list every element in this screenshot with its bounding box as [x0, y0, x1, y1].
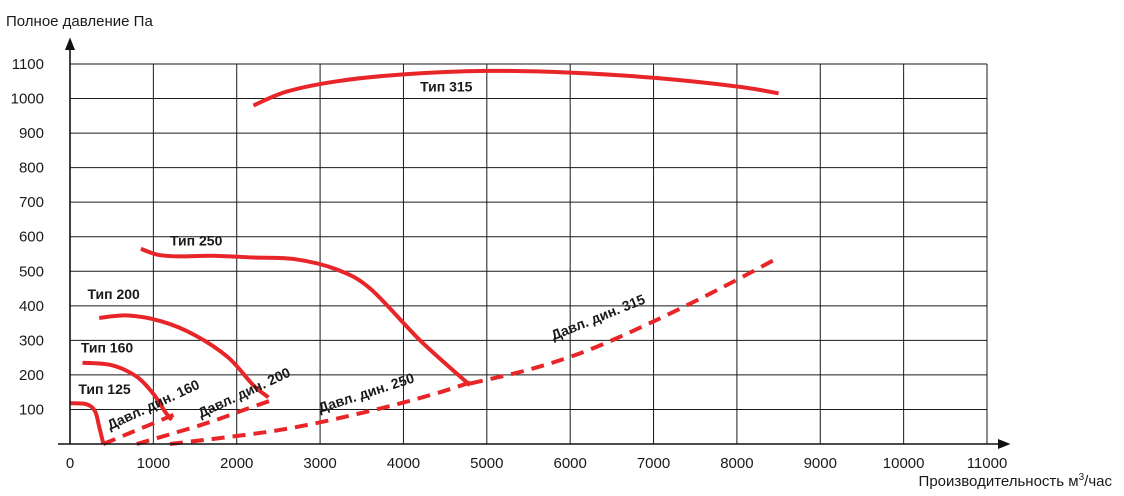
- curve-label: Тип 315: [420, 79, 473, 95]
- curves: [69, 68, 780, 446]
- y-tick-label: 600: [19, 229, 44, 246]
- y-axis-title: Полное давление Па: [6, 13, 153, 30]
- y-tick-label: 700: [19, 194, 44, 211]
- series-type-1: [82, 360, 174, 422]
- x-tick-label: 3000: [303, 455, 336, 472]
- y-tick-label: 1000: [11, 91, 44, 108]
- y-tick-label: 1100: [12, 56, 44, 73]
- series-dyn-pressure-5: [102, 411, 180, 446]
- curve-label: Тип 200: [88, 286, 141, 302]
- series-dyn-pressure-8: [469, 255, 780, 386]
- curve-label: Тип 250: [170, 232, 223, 248]
- y-tick-label: 900: [19, 125, 44, 142]
- y-tick-label: 200: [19, 367, 44, 384]
- y-tick-label: 800: [19, 160, 44, 177]
- axes: [58, 37, 1011, 450]
- x-axis-title: Производительность м3/час: [919, 472, 1113, 490]
- x-tick-label: 8000: [720, 455, 753, 472]
- x-tick-label: 5000: [470, 455, 503, 472]
- x-tick-label: 1000: [137, 455, 170, 472]
- series-type-3: [140, 246, 472, 387]
- x-tick-label: 11000: [967, 455, 1008, 472]
- x-tick-label: 2000: [220, 455, 253, 472]
- x-tick-label: 4000: [387, 455, 420, 472]
- y-tick-label: 500: [19, 263, 44, 280]
- y-tick-label: 100: [19, 401, 44, 418]
- ticks: 0 1000 2000 3000 4000 5000 6000 7000 8000 9000 100…: [11, 56, 1008, 472]
- series-type-0: [69, 401, 106, 445]
- x-tick-label: 9000: [804, 455, 837, 472]
- curve-label: Тип 160: [81, 339, 134, 355]
- curve-label: Давл. дин. 250: [316, 370, 416, 416]
- x-tick-label: 7000: [637, 455, 670, 472]
- x-tick-label: 6000: [553, 455, 586, 472]
- y-tick-label: 300: [19, 332, 44, 349]
- curve-label: Тип 125: [78, 381, 131, 397]
- curve-label: Давл. дин. 315: [549, 291, 648, 343]
- grid: [70, 63, 988, 444]
- x-tick-label: 0: [66, 455, 74, 472]
- x-tick-label: 10000: [883, 455, 925, 472]
- y-tick-label: 400: [19, 298, 44, 315]
- series-type-2: [98, 313, 270, 399]
- series-dyn-pressure-6: [136, 398, 271, 446]
- series-type-4: [252, 68, 779, 108]
